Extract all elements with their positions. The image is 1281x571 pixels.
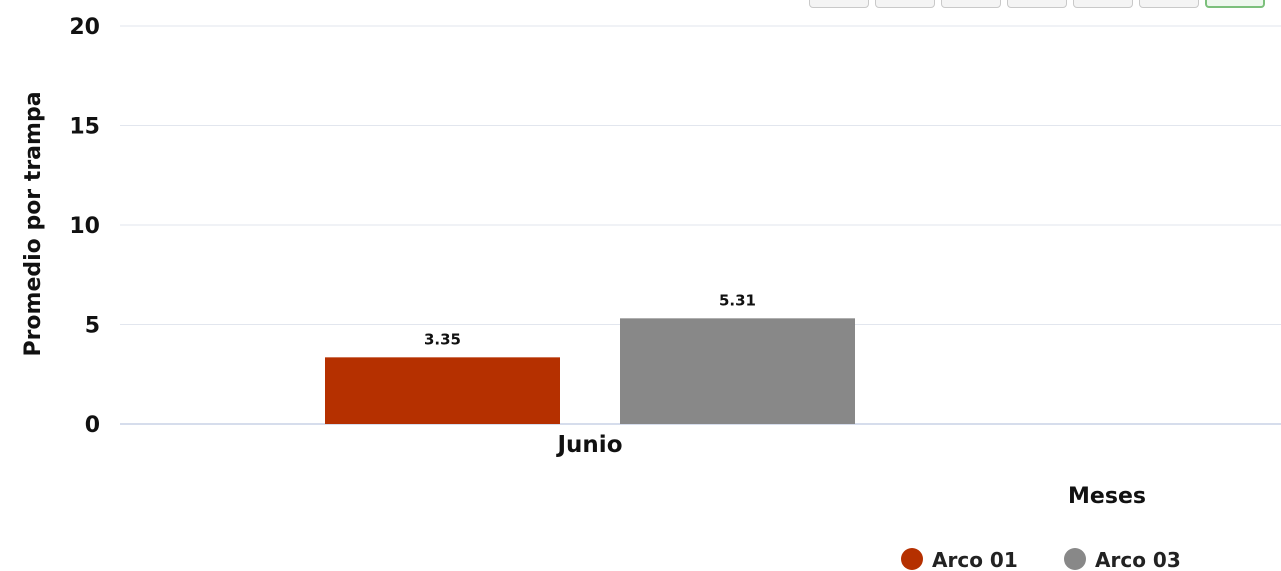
- legend-marker-arco-01: [901, 548, 923, 570]
- x-category-label: Junio: [556, 432, 623, 458]
- data-label: 3.35: [424, 330, 461, 348]
- x-axis-category-labels: Junio: [556, 432, 623, 458]
- data-label: 5.31: [719, 291, 756, 309]
- bars: [325, 318, 855, 424]
- x-axis-title: Meses: [1068, 484, 1146, 509]
- y-tick-label: 5: [85, 314, 100, 339]
- legend: Arco 01 Arco 03: [901, 548, 1181, 571]
- legend-marker-arco-03: [1064, 548, 1086, 570]
- y-axis-tick-labels: 0 5 10 15 20: [69, 15, 100, 438]
- y-tick-label: 20: [69, 15, 100, 40]
- bar-arco-01: [325, 357, 560, 424]
- bar-arco-03: [620, 318, 855, 424]
- y-tick-label: 0: [85, 413, 100, 438]
- legend-label: Arco 01: [932, 548, 1018, 571]
- legend-label: Arco 03: [1095, 548, 1181, 571]
- y-tick-label: 10: [69, 214, 100, 239]
- y-axis-title: Promedio por trampa: [21, 91, 46, 356]
- y-tick-label: 15: [69, 115, 100, 140]
